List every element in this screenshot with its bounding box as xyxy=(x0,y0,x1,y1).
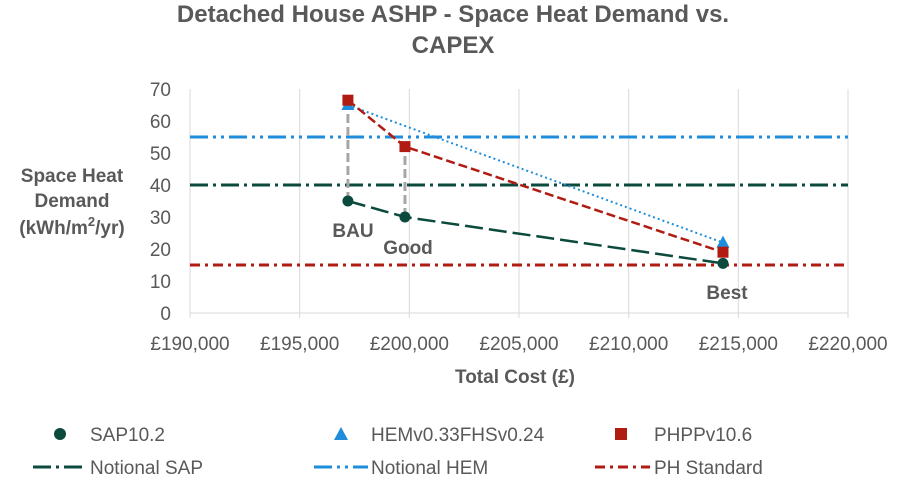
axes xyxy=(189,89,849,318)
legend-item-notional-sap: Notional SAP xyxy=(33,458,203,479)
point-hemv0-33fhsv0-24-1 xyxy=(716,235,730,248)
y-tick-label-1: 10 xyxy=(150,272,171,293)
y-axis-title-line-3: (kWh/m2/yr) xyxy=(19,214,124,239)
chart-title-line-1: Detached House ASHP - Space Heat Demand … xyxy=(177,1,729,28)
point-phppv10-6-2 xyxy=(717,246,729,258)
grid-lines xyxy=(299,89,849,313)
x-tick-label-3: £205,000 xyxy=(479,334,558,355)
x-tick-label-2: £200,000 xyxy=(370,334,449,355)
legend-item-phpp: PHPPv10.6 xyxy=(615,425,752,446)
legend-item-sap10-2: SAP10.2 xyxy=(54,425,165,446)
series-line-hemv0-33fhsv0-24 xyxy=(347,104,724,244)
point-phppv10-6-1 xyxy=(399,141,411,153)
reference-lines xyxy=(190,135,848,267)
x-tick-label-1: £195,000 xyxy=(260,334,339,355)
chart-title-line-2: CAPEX xyxy=(412,32,495,59)
point-sap10-2-1 xyxy=(399,211,411,223)
markers xyxy=(341,94,730,269)
legend-label-notional-hem: Notional HEM xyxy=(371,458,488,479)
legend-label-sap10-2: SAP10.2 xyxy=(90,425,165,446)
point-phppv10-6-0 xyxy=(342,94,354,106)
y-axis-title-unit-part-1: (kWh/m xyxy=(19,218,88,239)
y-axis-title-line-1: Space Heat xyxy=(21,166,124,187)
legend-marker-circle xyxy=(54,428,66,440)
legend-marker-square xyxy=(615,428,627,440)
annotation-bau: BAU xyxy=(332,221,373,242)
y-tick-label-2: 20 xyxy=(150,240,171,261)
tick-labels: £190,000 £195,000 £200,000 £205,000 £210,000… xyxy=(150,80,888,355)
x-axis-title: Total Cost (£) xyxy=(455,367,575,388)
legend-label-notional-sap: Notional SAP xyxy=(90,458,203,479)
annotation-best: Best xyxy=(706,283,748,304)
annotation-good: Good xyxy=(383,238,433,259)
legend-label-ph-standard: PH Standard xyxy=(654,458,763,479)
point-sap10-2-2 xyxy=(717,257,729,269)
legend-label-hem: HEMv0.33FHSv0.24 xyxy=(371,425,545,446)
x-tick-label-6: £220,000 xyxy=(808,334,887,355)
y-axis-title-line-2: Demand xyxy=(35,191,110,212)
legend-marker-triangle xyxy=(334,427,348,440)
y-tick-label-0: 0 xyxy=(160,304,171,325)
y-tick-label-3: 30 xyxy=(150,208,171,229)
connectors xyxy=(346,100,407,217)
y-axis-title-unit-part-2: /yr) xyxy=(95,218,125,239)
legend: SAP10.2 HEMv0.33FHSv0.24 PHPPv10.6 Notio… xyxy=(33,425,763,479)
y-tick-label-6: 60 xyxy=(150,112,171,133)
x-tick-label-4: £210,000 xyxy=(589,334,668,355)
y-axis-title-superscript: 2 xyxy=(88,214,95,229)
point-sap10-2-0 xyxy=(342,195,354,207)
x-tick-label-0: £190,000 xyxy=(150,334,229,355)
legend-item-notional-hem: Notional HEM xyxy=(314,458,488,479)
legend-item-ph-standard: PH Standard xyxy=(595,458,763,479)
y-tick-label-7: 70 xyxy=(150,80,171,101)
x-tick-label-5: £215,000 xyxy=(699,334,778,355)
y-tick-label-4: 40 xyxy=(150,176,171,197)
y-tick-label-5: 50 xyxy=(150,144,171,165)
legend-item-hem: HEMv0.33FHSv0.24 xyxy=(334,425,545,446)
legend-label-phpp: PHPPv10.6 xyxy=(654,425,752,446)
